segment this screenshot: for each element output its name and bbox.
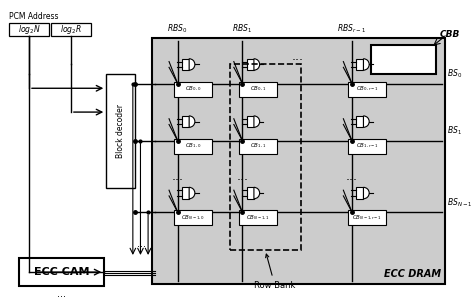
Bar [371, 45, 436, 74]
Bar [174, 82, 212, 97]
Bar [238, 210, 277, 225]
Bar [356, 116, 364, 127]
Text: ...: ... [291, 50, 303, 63]
Text: $BS_0$: $BS_0$ [447, 68, 463, 80]
Text: ...: ... [172, 170, 183, 183]
Text: $RBS_1$: $RBS_1$ [232, 22, 253, 35]
Text: Block decoder: Block decoder [116, 104, 125, 158]
Bar [348, 82, 386, 97]
Bar [246, 187, 254, 199]
Text: $log_2R$: $log_2R$ [60, 23, 82, 36]
Wedge shape [254, 116, 260, 127]
Wedge shape [254, 187, 260, 199]
Bar [106, 74, 135, 188]
Bar [152, 38, 445, 284]
Text: $CB_{N-1,0}$: $CB_{N-1,0}$ [181, 214, 205, 222]
Text: $RBS_{r-1}$: $RBS_{r-1}$ [337, 22, 366, 35]
Bar [51, 22, 91, 36]
Text: $CB_{1,0}$: $CB_{1,0}$ [185, 142, 201, 151]
Text: $CB_{N-1,r-1}$: $CB_{N-1,r-1}$ [352, 214, 382, 222]
Wedge shape [189, 116, 195, 127]
Wedge shape [364, 187, 369, 199]
Wedge shape [254, 59, 260, 70]
Bar [348, 139, 386, 154]
Bar [182, 59, 189, 70]
Text: $CB_{1,r-1}$: $CB_{1,r-1}$ [356, 142, 378, 151]
Bar [356, 59, 364, 70]
Text: ECC CAM: ECC CAM [34, 267, 89, 277]
Bar [174, 210, 212, 225]
Text: ...: ... [137, 240, 146, 249]
Wedge shape [364, 116, 369, 127]
Text: ECC DRAM: ECC DRAM [384, 269, 441, 279]
Bar [348, 210, 386, 225]
Text: PCM Address: PCM Address [9, 12, 58, 21]
Text: Row Bank: Row Bank [254, 254, 295, 290]
Text: $CB_{0,r-1}$: $CB_{0,r-1}$ [356, 85, 378, 93]
Text: $BS_1$: $BS_1$ [447, 125, 462, 137]
Bar [182, 187, 189, 199]
Bar [174, 139, 212, 154]
Text: $BS_{N-1}$: $BS_{N-1}$ [447, 196, 473, 209]
Text: ...: ... [57, 289, 66, 299]
Text: $CB_{0,0}$: $CB_{0,0}$ [185, 85, 201, 93]
Bar [182, 116, 189, 127]
Text: ...: ... [346, 170, 358, 183]
Text: $RBS_0$: $RBS_0$ [167, 22, 188, 35]
Text: $CB_{N-1,1}$: $CB_{N-1,1}$ [246, 214, 270, 222]
Wedge shape [364, 59, 369, 70]
Text: $CB_{0,1}$: $CB_{0,1}$ [250, 85, 266, 93]
Text: $CB_{1,1}$: $CB_{1,1}$ [250, 142, 266, 151]
Wedge shape [189, 59, 195, 70]
Bar [246, 116, 254, 127]
Bar [238, 82, 277, 97]
Bar [356, 187, 364, 199]
Text: ...: ... [237, 170, 248, 183]
Bar [18, 258, 104, 286]
Text: $log_2N$: $log_2N$ [18, 23, 40, 36]
Wedge shape [189, 187, 195, 199]
Bar [230, 64, 301, 250]
Bar [9, 22, 49, 36]
Bar [246, 59, 254, 70]
Bar [238, 139, 277, 154]
Text: CBB: CBB [439, 30, 460, 39]
